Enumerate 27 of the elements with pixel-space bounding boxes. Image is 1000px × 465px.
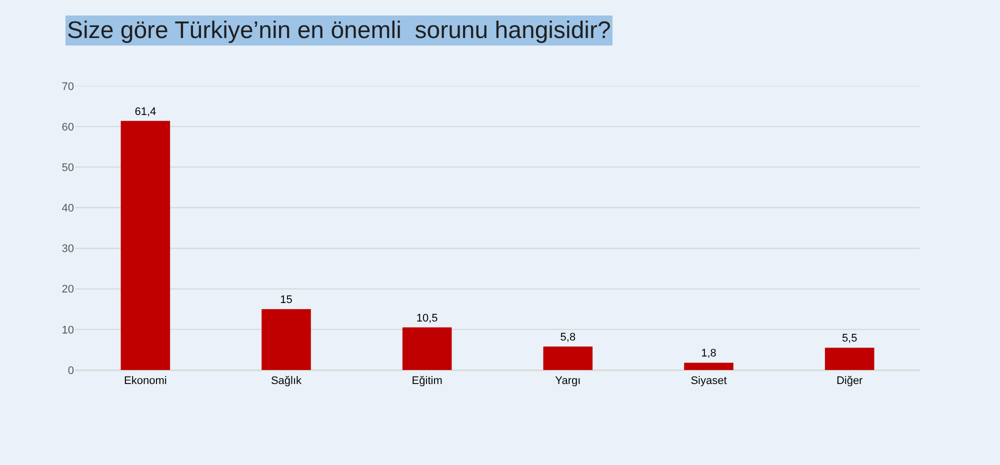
bar — [262, 309, 311, 370]
x-tick-label: Diğer — [836, 375, 864, 388]
data-label: 5,8 — [560, 331, 576, 344]
y-tick-label: 70 — [62, 80, 74, 93]
y-tick-label: 0 — [68, 364, 74, 377]
x-tick-label: Ekonomi — [124, 375, 167, 388]
data-label: 61,4 — [134, 106, 156, 118]
y-tick-label: 40 — [62, 202, 74, 215]
bar — [120, 120, 170, 370]
x-tick-label: Siyaset — [690, 375, 727, 388]
x-tick-label: Sağlık — [270, 375, 302, 388]
y-tick-label: 50 — [62, 162, 74, 174]
y-tick-label: 30 — [62, 243, 74, 256]
y-tick-label: 20 — [62, 284, 74, 296]
bar — [684, 362, 734, 370]
x-tick-label: Eğitim — [412, 375, 442, 388]
x-tick-label: Yargı — [555, 375, 581, 388]
data-label: 1,8 — [701, 348, 716, 360]
data-label: 5,5 — [842, 332, 858, 345]
bar — [402, 327, 452, 370]
bar — [543, 346, 593, 370]
data-label: 15 — [280, 294, 292, 306]
chart-title: Size göre Türkiye’nin en önemli sorunu hangisidir? — [67, 17, 611, 44]
y-tick-label: 10 — [62, 324, 74, 336]
data-label: 10,5 — [416, 312, 438, 324]
y-tick-label: 60 — [62, 121, 74, 134]
bar — [824, 348, 874, 370]
